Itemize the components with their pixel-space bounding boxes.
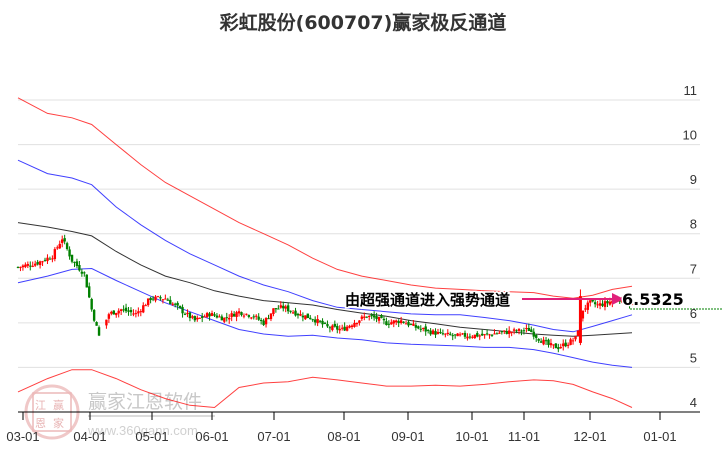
watermark-brand: 赢家江恩软件	[88, 391, 202, 413]
y-tick-label: 9	[690, 172, 697, 187]
svg-text:赢: 赢	[53, 398, 64, 412]
x-tick-label: 12-01	[573, 429, 606, 444]
svg-text:家: 家	[53, 416, 64, 430]
band-outer_upper	[17, 97, 633, 299]
y-tick-label: 8	[690, 217, 697, 232]
x-tick-label: 03-01	[6, 429, 39, 444]
band-inner_lower	[17, 267, 633, 368]
y-tick-label: 7	[690, 261, 697, 276]
gridlines	[18, 99, 700, 368]
x-tick-label: 07-01	[257, 429, 290, 444]
band-inner_upper	[17, 159, 633, 333]
watermark-url: www.360gann.com	[87, 423, 198, 438]
svg-text:恩: 恩	[35, 417, 46, 430]
y-tick-label: 6	[690, 306, 697, 321]
annotation: 由超强通道进入强势通道 6.5325	[344, 289, 686, 311]
last-price-label: 6.5325	[622, 290, 684, 309]
band-outer_lower	[17, 369, 633, 409]
x-tick-label: 09-01	[391, 429, 424, 444]
x-tick-label: 10-01	[455, 429, 488, 444]
svg-text:江: 江	[35, 399, 46, 412]
annotation-text: 由超强通道进入强势通道	[345, 291, 510, 309]
y-tick-label: 10	[683, 128, 697, 143]
y-axis: 4 5 6 7 8 9 10 11	[683, 83, 697, 410]
x-axis: 03-01 04-01 05-01 06-01 07-01 08-01 09-01 10-01…	[6, 411, 700, 444]
y-tick-label: 11	[684, 83, 698, 98]
x-tick-label: 06-01	[195, 429, 228, 444]
x-tick-label: 01-01	[643, 429, 676, 444]
x-tick-label: 08-01	[327, 429, 360, 444]
y-tick-label: 4	[690, 395, 697, 410]
band-middle	[17, 222, 633, 337]
channel-bands	[17, 97, 633, 409]
chart-title: 彩虹股份(600707)赢家极反通道	[219, 12, 507, 34]
candlesticks	[16, 234, 634, 353]
watermark: 江 赢 恩 家 赢家江恩软件 www.360gann.com	[24, 384, 215, 440]
x-tick-label: 04-01	[73, 429, 106, 444]
x-tick-label: 05-01	[135, 429, 168, 444]
arrow-right-icon	[612, 293, 624, 305]
x-tick-label: 11-01	[508, 429, 540, 444]
y-tick-label: 5	[690, 350, 697, 365]
